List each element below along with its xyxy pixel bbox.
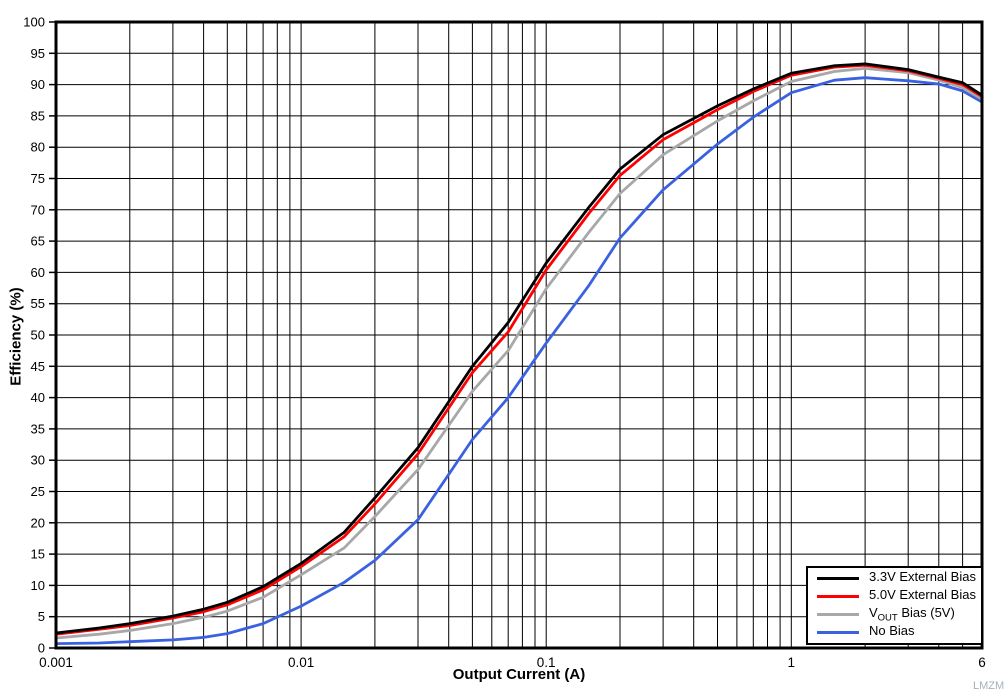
- y-tick-label: 45: [31, 359, 45, 374]
- legend: 3.3V External Bias 5.0V External Bias VO…: [806, 566, 983, 645]
- legend-label: 3.3V External Bias: [869, 569, 976, 585]
- legend-label: VOUT Bias (5V): [869, 604, 955, 624]
- y-tick-label: 30: [31, 453, 45, 468]
- y-tick-label: 5: [38, 609, 45, 624]
- x-tick-label: 0.001: [39, 655, 73, 670]
- plot-border: [54, 20, 984, 650]
- curve-vout-bias-5v-: [54, 66, 984, 640]
- x-tick-label: 0.01: [288, 655, 314, 670]
- y-tick-label: 80: [31, 140, 45, 155]
- y-tick-label: 95: [31, 46, 45, 61]
- y-tick-label: 100: [23, 15, 45, 30]
- y-tick-label: 0: [38, 641, 45, 656]
- y-tick-label: 65: [31, 234, 45, 249]
- curve-no-bias: [54, 76, 984, 645]
- y-tick-label: 55: [31, 296, 45, 311]
- legend-item-no-bias: No Bias: [817, 624, 981, 641]
- x-axis-title: Output Current (A): [452, 666, 586, 683]
- y-tick-label: 15: [31, 547, 45, 562]
- watermark: LMZM: [973, 680, 1005, 692]
- legend-line-sample-red: [817, 595, 859, 599]
- legend-line-sample-gray: [817, 612, 859, 616]
- curve-3-3v-external-bias: [54, 62, 984, 635]
- legend-line-sample-blue: [817, 630, 859, 634]
- legend-item-3v3-external-bias: 3.3V External Bias: [817, 570, 981, 587]
- legend-item-5v0-external-bias: 5.0V External Bias: [817, 588, 981, 605]
- x-tick-label: 0.1: [537, 655, 556, 670]
- x-tick-label: 1: [788, 655, 796, 670]
- y-tick-label: 75: [31, 171, 45, 186]
- legend-line-sample-black: [817, 577, 859, 581]
- y-tick-label: 70: [31, 202, 45, 217]
- y-tick-label: 90: [31, 77, 45, 92]
- legend-label: 5.0V External Bias: [869, 587, 976, 603]
- y-tick-label: 10: [31, 578, 45, 593]
- y-tick-label: 20: [31, 515, 45, 530]
- y-tick-label: 25: [31, 484, 45, 499]
- y-tick-label: 60: [31, 265, 45, 280]
- y-tick-label: 50: [31, 328, 45, 343]
- y-axis-title: Efficiency (%): [7, 287, 25, 386]
- legend-label: No Bias: [869, 622, 915, 638]
- y-tick-label: 85: [31, 108, 45, 123]
- x-tick-label: 6: [978, 655, 986, 670]
- y-tick-label: 35: [31, 421, 45, 436]
- legend-item-vout-bias: VOUT Bias (5V): [817, 606, 981, 623]
- curve-5-0v-external-bias: [54, 63, 984, 636]
- y-tick-label: 40: [31, 390, 45, 405]
